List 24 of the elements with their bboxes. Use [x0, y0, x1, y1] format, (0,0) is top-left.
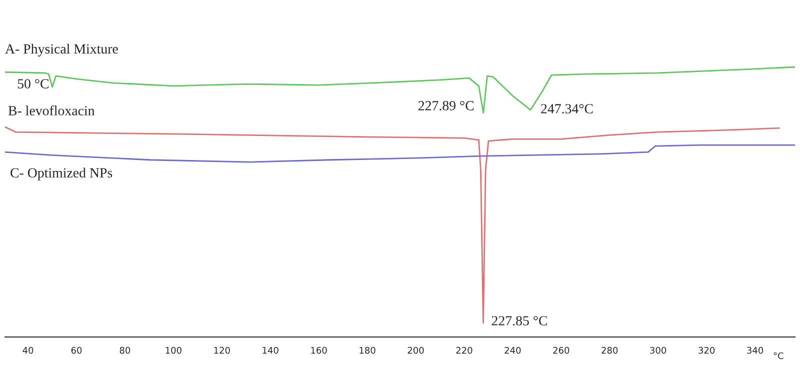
series-label: C- Optimized NPs — [10, 168, 112, 180]
x-tick-label: 140 — [262, 346, 278, 354]
x-tick-label: 240 — [504, 346, 521, 354]
x-tick-label: 120 — [214, 346, 230, 354]
x-tick-label: 100 — [166, 346, 182, 354]
annotation: 227.89 °C — [418, 101, 474, 110]
x-tick-label: 280 — [602, 346, 618, 354]
x-tick-label: 180 — [360, 346, 376, 354]
x-tick-label: 80 — [120, 346, 130, 354]
x-axis-title: °C — [774, 352, 784, 360]
series-label: B- levofloxacin — [8, 106, 95, 116]
x-tick-label: 220 — [456, 346, 472, 354]
annotation: 247.34°C — [541, 104, 593, 114]
x-tick-label: 260 — [553, 346, 570, 354]
x-tick-label: 320 — [698, 346, 715, 354]
annotation: 227.85 °C — [492, 316, 547, 326]
x-tick-label: 60 — [71, 346, 82, 354]
x-tick-label: 340 — [747, 346, 764, 354]
series-label: A- Physical Mixture — [5, 44, 118, 56]
x-tick-label: 200 — [408, 346, 424, 354]
x-tick-label: 300 — [650, 346, 666, 354]
annotation: 50 °C — [18, 79, 48, 88]
x-tick-label: 160 — [311, 346, 327, 354]
x-tick-label: 40 — [22, 346, 34, 354]
